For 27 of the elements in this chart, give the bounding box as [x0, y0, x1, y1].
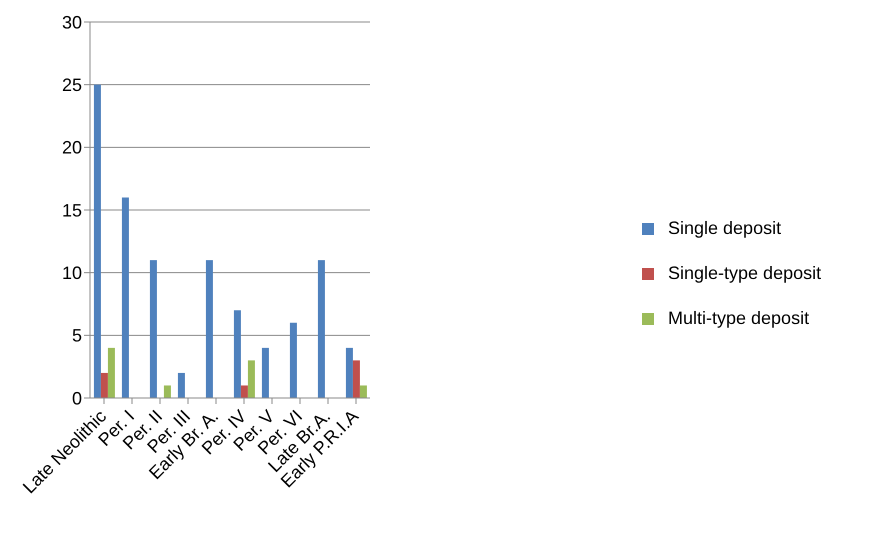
bar — [100, 372, 108, 398]
bar — [206, 260, 213, 398]
bar — [164, 385, 171, 398]
y-tick-label: 20 — [62, 138, 82, 158]
y-tick-label: 5 — [72, 326, 82, 346]
bar — [234, 310, 241, 398]
legend-label: Multi-type deposit — [668, 308, 810, 329]
bar — [178, 372, 185, 398]
bar — [352, 360, 360, 398]
bar — [108, 348, 115, 398]
bar — [122, 197, 129, 398]
bar — [360, 385, 367, 398]
bar — [150, 260, 157, 398]
y-tick-label: 0 — [72, 388, 82, 408]
bar — [262, 348, 269, 398]
legend-label: Single deposit — [668, 218, 782, 239]
bar — [248, 360, 255, 398]
y-tick-label: 10 — [62, 263, 82, 284]
y-tick-label: 30 — [62, 12, 82, 32]
y-tick-label: 25 — [62, 75, 82, 96]
bar — [94, 84, 101, 398]
bar — [240, 385, 248, 398]
y-tick-label: 15 — [62, 200, 82, 220]
bar — [346, 348, 353, 398]
bar — [318, 260, 325, 398]
legend-label: Single-type deposit — [668, 263, 822, 284]
bar — [290, 322, 297, 398]
